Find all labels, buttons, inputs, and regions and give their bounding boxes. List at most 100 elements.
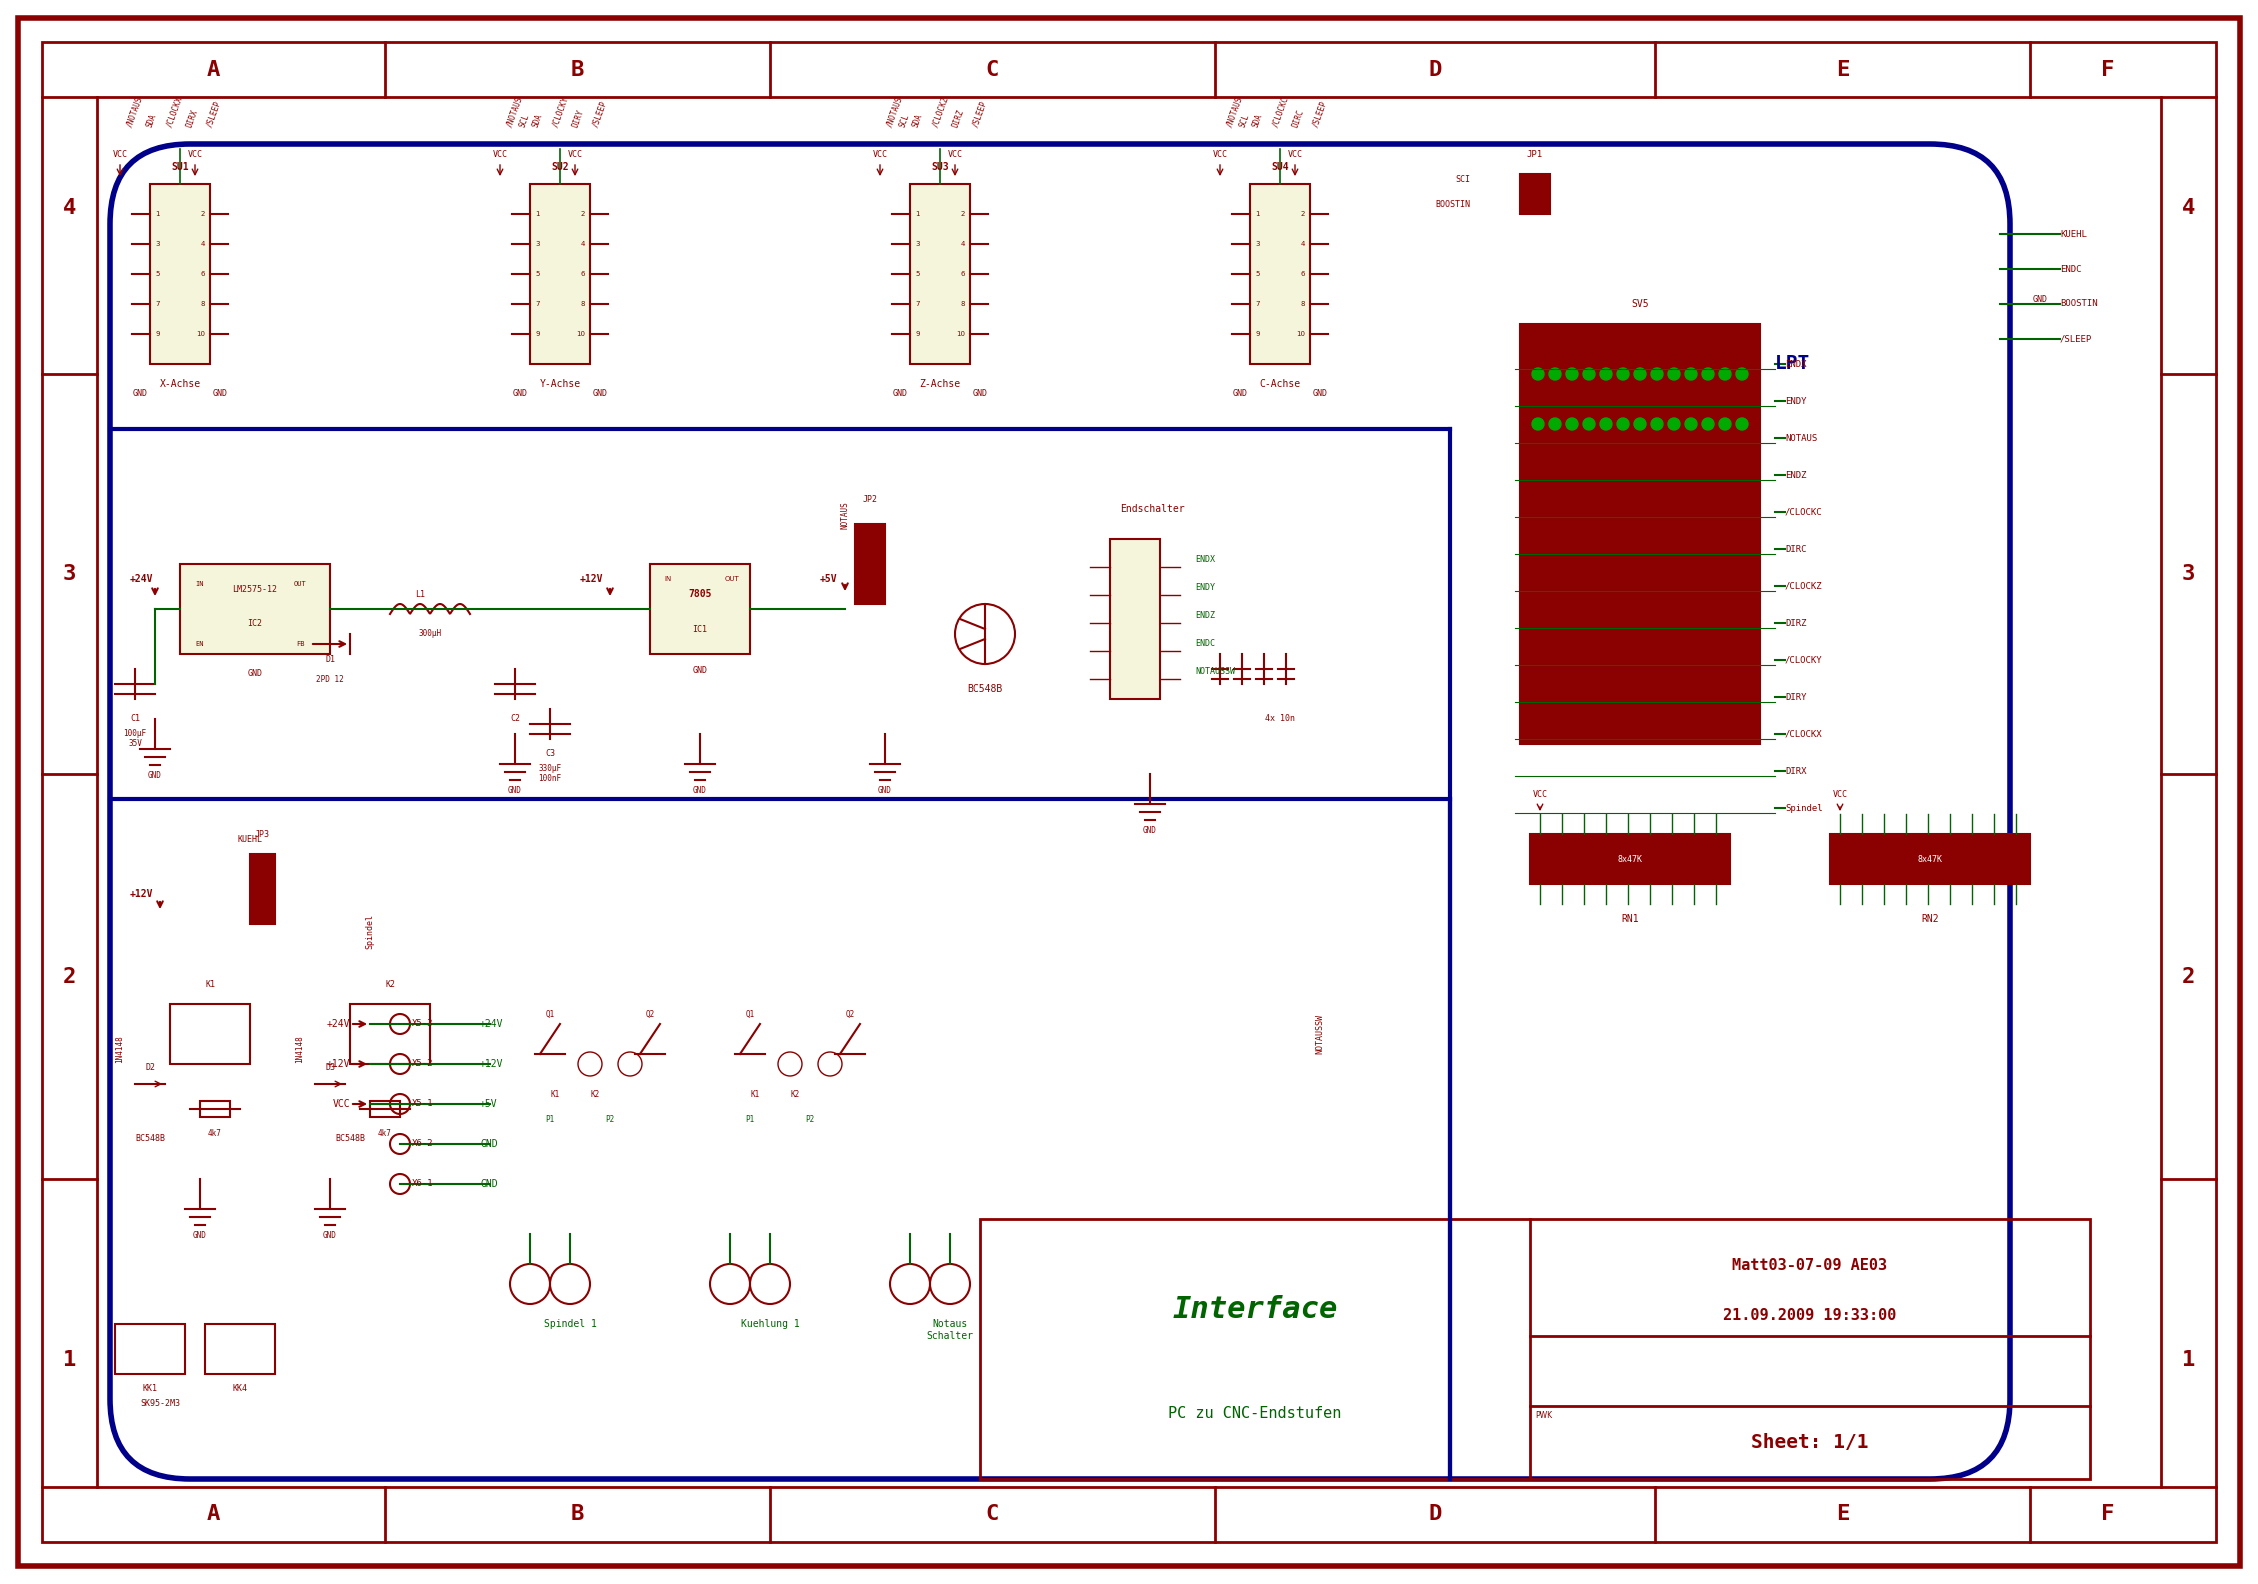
Text: K2: K2: [589, 1090, 601, 1099]
Circle shape: [1718, 367, 1732, 380]
Text: Interface: Interface: [1172, 1296, 1337, 1324]
Text: DIRY: DIRY: [1786, 692, 1806, 702]
Circle shape: [1736, 367, 1748, 380]
Text: B: B: [571, 1505, 585, 1524]
Text: Q2: Q2: [844, 1011, 854, 1019]
Text: 7: 7: [156, 301, 160, 307]
Text: 2: 2: [1301, 211, 1305, 217]
Text: +24V: +24V: [481, 1019, 504, 1030]
Text: P2: P2: [605, 1115, 614, 1125]
Text: BOOSTIN: BOOSTIN: [1436, 200, 1470, 209]
Text: Y-Achse: Y-Achse: [540, 379, 580, 390]
Text: K2: K2: [790, 1090, 799, 1099]
Text: JP2: JP2: [863, 494, 878, 504]
Text: GND: GND: [2032, 295, 2048, 304]
Text: SU2: SU2: [551, 162, 569, 173]
Text: IN: IN: [664, 577, 671, 581]
Text: Spindel 1: Spindel 1: [544, 1319, 596, 1329]
Text: K1: K1: [205, 980, 215, 988]
Text: D: D: [1429, 1505, 1441, 1524]
Circle shape: [1635, 418, 1646, 429]
Text: GND: GND: [513, 390, 528, 398]
Text: VCC: VCC: [567, 150, 583, 158]
Text: LPT: LPT: [1775, 353, 1811, 372]
Text: 3: 3: [2181, 564, 2195, 584]
Text: 10: 10: [955, 331, 964, 337]
Bar: [531, 184, 589, 364]
Text: Spindel: Spindel: [366, 914, 375, 949]
Text: 8: 8: [201, 301, 205, 307]
Text: BC548B: BC548B: [966, 684, 1003, 694]
Text: 4: 4: [1301, 241, 1305, 247]
Text: GND: GND: [212, 390, 228, 398]
Text: 300µH: 300µH: [418, 629, 443, 638]
Text: 1: 1: [535, 211, 540, 217]
Bar: [1531, 835, 1730, 884]
Text: 100µF
35V: 100µF 35V: [124, 729, 147, 748]
Text: 8: 8: [960, 301, 964, 307]
Text: DIRC: DIRC: [1292, 109, 1305, 128]
Text: SU3: SU3: [930, 162, 948, 173]
Text: GND: GND: [878, 786, 892, 795]
Circle shape: [1549, 418, 1560, 429]
Circle shape: [1703, 367, 1714, 380]
Text: IC1: IC1: [693, 624, 707, 634]
Text: 8x47K: 8x47K: [1917, 854, 1942, 863]
Bar: [1520, 325, 1759, 744]
Circle shape: [1651, 418, 1662, 429]
Text: /NOTAUS: /NOTAUS: [1226, 95, 1244, 128]
Text: 9: 9: [1255, 331, 1260, 337]
Text: /CLOCKZ: /CLOCKZ: [930, 95, 951, 128]
Text: /CLOCKX: /CLOCKX: [1786, 730, 1822, 738]
Text: ENDZ: ENDZ: [1786, 470, 1806, 480]
Text: LM2575-12: LM2575-12: [233, 584, 278, 594]
Text: VCC: VCC: [872, 150, 887, 158]
Text: VCC: VCC: [1213, 150, 1228, 158]
Bar: [1829, 835, 2030, 884]
Text: /CLOCKC: /CLOCKC: [1786, 507, 1822, 516]
Text: F: F: [2100, 60, 2113, 79]
Text: SCL: SCL: [517, 112, 531, 128]
Bar: [650, 564, 750, 654]
Circle shape: [1601, 367, 1612, 380]
Text: C: C: [987, 1505, 1000, 1524]
Bar: [980, 1220, 2091, 1479]
Text: DIRX: DIRX: [185, 109, 199, 128]
Text: D1: D1: [325, 656, 334, 664]
Bar: [169, 1004, 251, 1064]
Text: C-Achse: C-Achse: [1260, 379, 1301, 390]
Text: C2: C2: [510, 714, 519, 722]
Text: D: D: [1429, 60, 1441, 79]
Text: X5-1: X5-1: [411, 1099, 434, 1109]
Bar: [149, 184, 210, 364]
Text: OUT: OUT: [725, 577, 738, 581]
Text: X6-1: X6-1: [411, 1180, 434, 1188]
Text: /CLOCKY: /CLOCKY: [1786, 656, 1822, 665]
Text: 3: 3: [914, 241, 919, 247]
Text: SDA: SDA: [531, 112, 544, 128]
Text: DIRX: DIRX: [1786, 767, 1806, 776]
Text: 10: 10: [1296, 331, 1305, 337]
Text: 5: 5: [1255, 271, 1260, 277]
Text: 7: 7: [914, 301, 919, 307]
Text: 2: 2: [960, 211, 964, 217]
Text: 2PD 12: 2PD 12: [316, 675, 343, 684]
Text: 1N4148: 1N4148: [296, 1034, 305, 1063]
Text: 1N4148: 1N4148: [115, 1034, 124, 1063]
Text: 7805: 7805: [689, 589, 711, 599]
Text: SV5: SV5: [1630, 299, 1648, 309]
Text: 10: 10: [196, 331, 205, 337]
Text: SDA: SDA: [910, 112, 924, 128]
Circle shape: [1567, 367, 1578, 380]
Text: X6-2: X6-2: [411, 1139, 434, 1148]
Text: VCC: VCC: [113, 150, 126, 158]
Text: E: E: [1836, 60, 1849, 79]
Text: SCL: SCL: [899, 112, 912, 128]
Text: Spindel: Spindel: [1786, 803, 1822, 813]
Text: F: F: [2100, 1505, 2113, 1524]
Text: SDA: SDA: [145, 112, 158, 128]
Text: D3: D3: [325, 1063, 334, 1072]
Text: 5: 5: [156, 271, 160, 277]
Text: PWK: PWK: [1535, 1411, 1551, 1421]
Text: +5V: +5V: [820, 573, 838, 584]
